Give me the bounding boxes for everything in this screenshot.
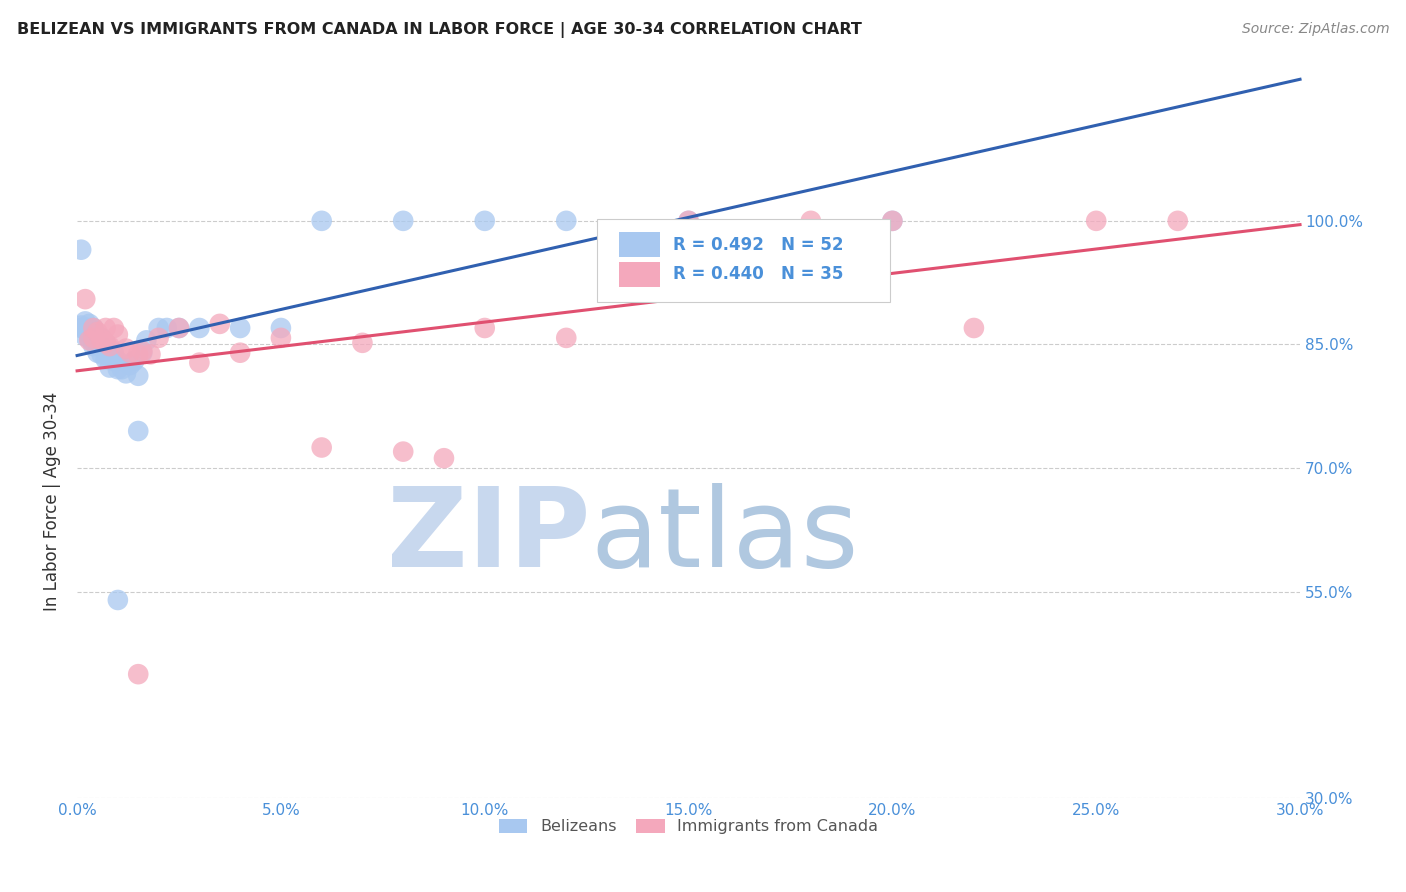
Point	[882, 214, 904, 228]
Point	[86, 335, 108, 350]
Point	[311, 441, 333, 455]
Point	[131, 344, 153, 359]
Point	[98, 339, 121, 353]
Point	[127, 368, 149, 383]
Point	[120, 345, 142, 359]
Point	[70, 243, 93, 257]
Point	[167, 321, 190, 335]
Point	[1085, 214, 1108, 228]
Point	[79, 332, 101, 346]
FancyBboxPatch shape	[596, 219, 890, 302]
Point	[963, 321, 986, 335]
Point	[86, 345, 108, 359]
Point	[98, 360, 121, 375]
Point	[82, 321, 104, 335]
Point	[107, 354, 129, 368]
Point	[94, 335, 117, 350]
Legend: Belizeans, Immigrants from Canada: Belizeans, Immigrants from Canada	[499, 819, 879, 834]
Point	[115, 367, 138, 381]
Point	[555, 331, 578, 345]
Point	[135, 334, 157, 348]
Point	[122, 354, 145, 368]
Text: BELIZEAN VS IMMIGRANTS FROM CANADA IN LABOR FORCE | AGE 30-34 CORRELATION CHART: BELIZEAN VS IMMIGRANTS FROM CANADA IN LA…	[17, 22, 862, 38]
Point	[75, 329, 97, 343]
Text: ZIP: ZIP	[387, 483, 591, 591]
FancyBboxPatch shape	[619, 232, 661, 257]
Point	[98, 350, 121, 364]
Point	[1167, 214, 1189, 228]
Point	[555, 214, 578, 228]
Point	[79, 317, 101, 331]
Point	[86, 331, 108, 345]
Point	[127, 424, 149, 438]
Point	[800, 214, 823, 228]
Point	[392, 444, 415, 458]
Point	[115, 342, 138, 356]
Point	[120, 358, 142, 372]
Point	[103, 354, 125, 368]
Point	[90, 331, 112, 345]
Point	[474, 321, 496, 335]
Point	[167, 321, 190, 335]
Point	[229, 321, 252, 335]
Point	[229, 345, 252, 359]
Text: R = 0.492   N = 52: R = 0.492 N = 52	[672, 235, 844, 253]
Point	[90, 347, 112, 361]
Point	[148, 321, 170, 335]
Point	[678, 214, 700, 228]
Point	[103, 321, 125, 335]
Point	[392, 214, 415, 228]
Point	[70, 318, 93, 333]
Point	[82, 339, 104, 353]
Point	[311, 214, 333, 228]
Point	[352, 335, 374, 350]
Point	[82, 331, 104, 345]
Text: R = 0.440   N = 35: R = 0.440 N = 35	[672, 266, 844, 284]
Point	[107, 327, 129, 342]
Text: Source: ZipAtlas.com: Source: ZipAtlas.com	[1241, 22, 1389, 37]
Point	[75, 323, 97, 337]
Point	[79, 325, 101, 339]
Y-axis label: In Labor Force | Age 30-34: In Labor Force | Age 30-34	[44, 392, 60, 611]
Point	[86, 325, 108, 339]
Point	[474, 214, 496, 228]
Point	[103, 345, 125, 359]
Point	[98, 342, 121, 356]
Point	[82, 334, 104, 349]
Point	[882, 214, 904, 228]
Point	[107, 593, 129, 607]
Point	[188, 321, 211, 335]
Point	[156, 321, 179, 335]
Point	[127, 667, 149, 681]
Point	[94, 335, 117, 350]
Point	[94, 321, 117, 335]
Text: atlas: atlas	[591, 483, 859, 591]
Point	[82, 321, 104, 335]
Point	[131, 345, 153, 359]
Point	[82, 329, 104, 343]
Point	[70, 321, 93, 335]
Point	[270, 331, 292, 345]
Point	[127, 347, 149, 361]
Point	[208, 317, 231, 331]
Point	[270, 321, 292, 335]
Point	[107, 362, 129, 376]
Point	[433, 451, 456, 466]
Point	[79, 327, 101, 342]
Point	[90, 339, 112, 353]
Point	[94, 352, 117, 367]
Point	[94, 344, 117, 359]
Point	[188, 356, 211, 370]
Point	[139, 347, 162, 361]
Point	[678, 214, 700, 228]
Point	[111, 362, 134, 376]
Point	[148, 331, 170, 345]
Point	[90, 334, 112, 348]
FancyBboxPatch shape	[619, 262, 661, 287]
Point	[79, 334, 101, 348]
Point	[75, 292, 97, 306]
Point	[79, 321, 101, 335]
Point	[75, 314, 97, 328]
